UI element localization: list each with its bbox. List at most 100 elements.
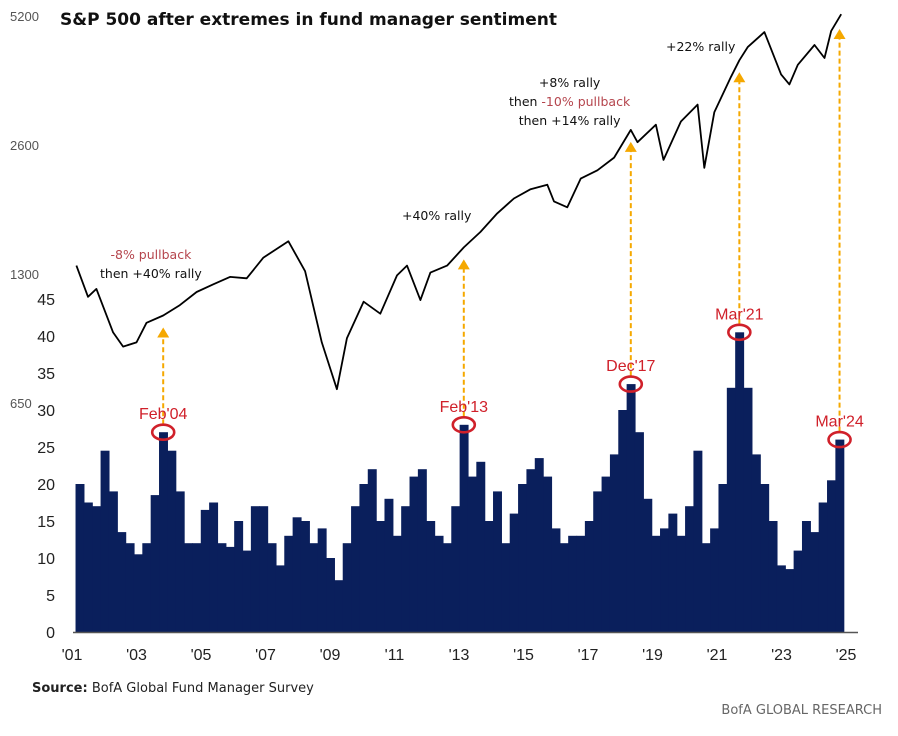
bar [351, 506, 361, 632]
bar [551, 528, 561, 632]
bar [518, 484, 528, 632]
chart-title: S&P 500 after extremes in fund manager s… [60, 10, 557, 30]
bar [509, 513, 519, 632]
bar [584, 521, 594, 632]
bar [392, 535, 402, 632]
bar-axis-tick-label: 40 [37, 329, 55, 346]
bar [75, 484, 85, 632]
x-axis-tick-label: '03 [126, 647, 147, 664]
bar-axis-tick-label: 10 [37, 551, 55, 568]
highlight-circle [827, 430, 852, 449]
bar-axis-tick-label: 0 [46, 625, 55, 642]
bar [292, 517, 302, 632]
line-axis-tick-label: 2600 [10, 138, 39, 153]
bar [300, 521, 310, 632]
bar-axis-tick-label: 15 [37, 514, 55, 531]
bar [476, 461, 486, 632]
highlight-circle [727, 323, 752, 342]
bar [676, 535, 686, 632]
annotation-text: then +40% rally [100, 266, 202, 281]
arrow-head-icon [457, 259, 470, 270]
bar [467, 476, 477, 632]
bar [718, 484, 728, 632]
bar [359, 484, 369, 632]
brand-label: BofA GLOBAL RESEARCH [721, 703, 882, 718]
bar [459, 424, 469, 632]
bar [526, 469, 536, 632]
bar [184, 543, 194, 632]
bar [609, 454, 619, 632]
x-axis-tick-label: '09 [320, 647, 341, 664]
bar [701, 543, 711, 632]
highlight-circle [451, 415, 477, 434]
bar [601, 476, 611, 632]
bar [760, 484, 770, 632]
highlight-label: Feb'13 [440, 399, 489, 416]
arrow-head-icon [624, 141, 637, 152]
x-axis-tick-label: '19 [642, 647, 663, 664]
source-text: BofA Global Fund Manager Survey [91, 681, 314, 696]
bar [626, 384, 636, 632]
bar [685, 506, 695, 632]
x-axis-tick-label: '01 [62, 647, 83, 664]
bar-axis-tick-label: 45 [37, 292, 55, 309]
x-axis-tick-label: '15 [513, 647, 534, 664]
source-label: Source: [32, 681, 88, 696]
bar [643, 498, 653, 632]
bar-axis-tick-label: 5 [46, 588, 55, 605]
bar [776, 565, 786, 632]
bar [426, 521, 436, 632]
bar [209, 502, 219, 632]
bar-axis-tick-label: 25 [37, 440, 55, 457]
bar [225, 546, 235, 632]
bar [275, 565, 285, 632]
bar [568, 535, 578, 632]
bar [326, 558, 335, 632]
arrow-head-icon [833, 28, 846, 39]
arrow-head-icon [733, 72, 746, 83]
annotation-text: +40% rally [402, 208, 472, 223]
annotation-2004: -8% pullback then +40% rally [100, 245, 202, 283]
bar [376, 521, 386, 632]
annotation-text: then [509, 94, 542, 109]
bar [660, 528, 669, 632]
annotation-text: +8% rally [538, 75, 601, 90]
bar [543, 476, 553, 632]
annotation-text: -8% pullback [110, 247, 192, 262]
x-axis-tick-label: '05 [191, 647, 212, 664]
bar [250, 506, 260, 632]
bar [576, 535, 586, 632]
annotation-text: -10% pullback [541, 94, 631, 109]
bar [801, 521, 811, 632]
bar [192, 543, 202, 632]
x-axis-tick-label: '21 [707, 647, 728, 664]
bar [693, 450, 703, 632]
annotation-text: +22% rally [666, 39, 736, 54]
bar [768, 521, 778, 632]
bar [159, 432, 168, 632]
sp500-line [75, 13, 842, 391]
bar-axis-tick-label: 30 [37, 403, 55, 420]
bar [785, 569, 795, 632]
bar [751, 454, 761, 632]
bar [100, 450, 110, 632]
bar [434, 535, 444, 632]
highlight-label: Feb'04 [139, 406, 188, 423]
x-axis-tick-label: '13 [449, 647, 470, 664]
x-axis-tick-label: '11 [385, 647, 405, 664]
bar [217, 543, 227, 632]
bar [818, 502, 828, 632]
bar [593, 491, 603, 632]
x-axis-tick-label: '23 [771, 647, 792, 664]
annotation-2013: +40% rally [402, 206, 471, 225]
bar [242, 550, 252, 632]
highlight-label: Dec'17 [606, 358, 655, 375]
bar-axis-tick-label: 20 [37, 477, 55, 494]
annotation-2017: +8% rally then -10% pullback then +14% r… [509, 73, 630, 130]
bar [234, 521, 244, 632]
highlight-circle [618, 375, 644, 393]
bar [735, 332, 745, 632]
bar [384, 498, 394, 632]
bar [150, 495, 160, 632]
bar [117, 532, 127, 632]
